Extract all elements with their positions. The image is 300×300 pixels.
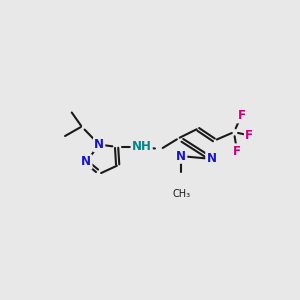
Text: N: N [206, 152, 216, 165]
Text: F: F [237, 109, 245, 122]
Text: N: N [94, 138, 104, 151]
Text: N: N [176, 150, 186, 163]
Text: F: F [245, 129, 253, 142]
Text: N: N [81, 155, 91, 168]
Text: NH: NH [132, 140, 152, 153]
Text: CH₃: CH₃ [172, 189, 190, 199]
Text: F: F [233, 145, 241, 158]
